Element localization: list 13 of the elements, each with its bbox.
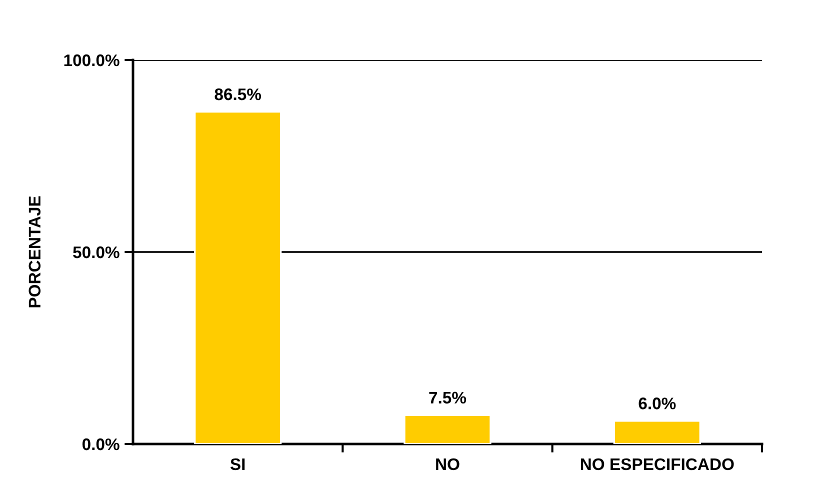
y-tick-label: 50.0% [73,246,120,258]
y-tick-label: 0.0% [82,438,120,450]
data-label: 86.5% [214,88,262,100]
bar [613,420,701,444]
x-tick-label: NO ESPECIFICADO [580,458,734,470]
y-tick-label: 100.0% [64,54,120,66]
bar [194,111,282,444]
x-tick-label: NO [436,458,460,470]
x-tick-label: SI [230,458,245,470]
data-label: 6.0% [638,398,676,410]
bar [404,414,492,444]
data-label: 7.5% [429,392,466,404]
y-axis-title: PORCENTAJE [28,196,41,308]
